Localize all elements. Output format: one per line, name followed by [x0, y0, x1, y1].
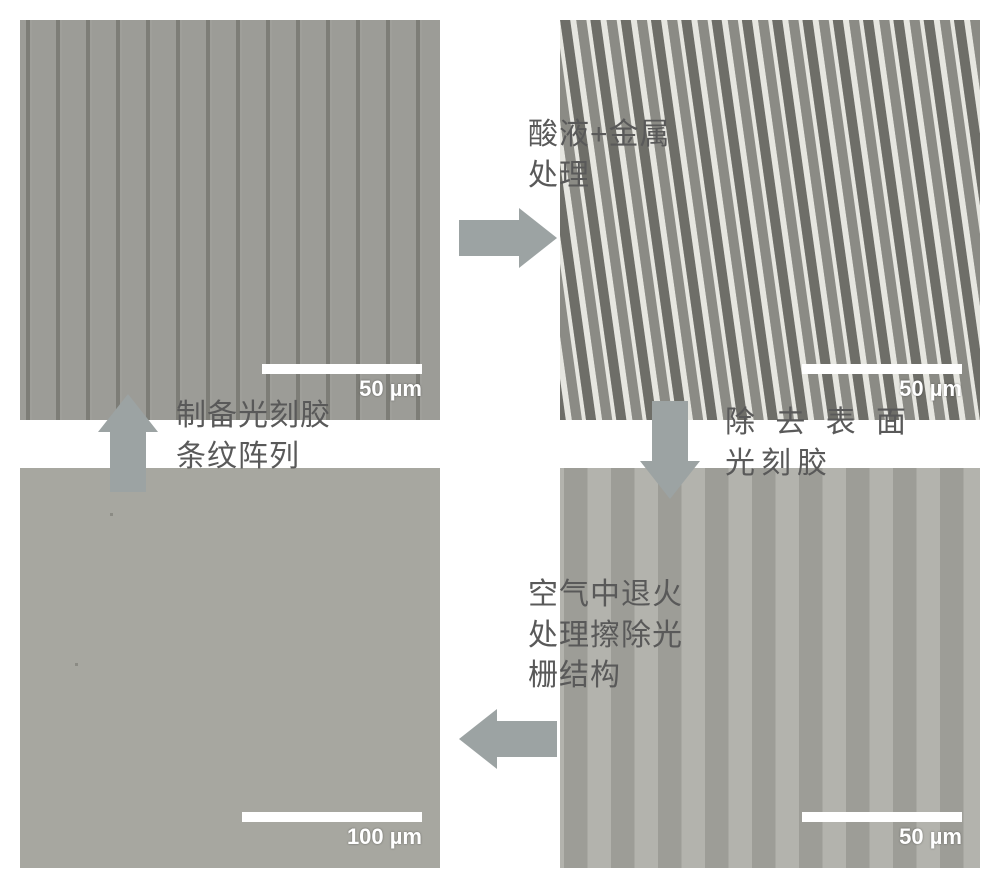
scalebar-bar [242, 812, 422, 822]
scalebar-text: 50 µm [899, 824, 962, 850]
stripes-tl [20, 20, 440, 420]
label-right: 除 去 表 面 光刻胶 [725, 403, 912, 484]
scalebar-bar [802, 812, 962, 822]
scalebar-bl: 100 µm [242, 812, 422, 850]
arrow-top-group: 酸液+金属 处理 [458, 115, 671, 268]
arrow-right-group: 除 去 表 面 光刻胶 [640, 395, 912, 505]
arrow-down-icon [640, 395, 700, 505]
arrow-left-icon [458, 709, 558, 769]
arrow-up-icon [98, 388, 158, 498]
arrow-right-icon [458, 208, 558, 268]
label-left: 制备光刻胶 条纹阵列 [176, 396, 331, 477]
label-top: 酸液+金属 处理 [528, 115, 671, 196]
scalebar-bar [802, 364, 962, 374]
arrow-left-group: 制备光刻胶 条纹阵列 [98, 388, 331, 498]
panel-top-left: 50 µm [20, 20, 440, 420]
scalebar-text: 100 µm [347, 824, 422, 850]
arrow-bottom-group: 空气中退火 处理擦除光 栅结构 [458, 575, 683, 769]
scalebar-text: 50 µm [359, 376, 422, 402]
stripes-bl [20, 468, 440, 868]
panel-bottom-left: 100 µm [20, 468, 440, 868]
label-bottom: 空气中退火 处理擦除光 栅结构 [528, 575, 683, 697]
scalebar-br: 50 µm [802, 812, 962, 850]
scalebar-bar [262, 364, 422, 374]
